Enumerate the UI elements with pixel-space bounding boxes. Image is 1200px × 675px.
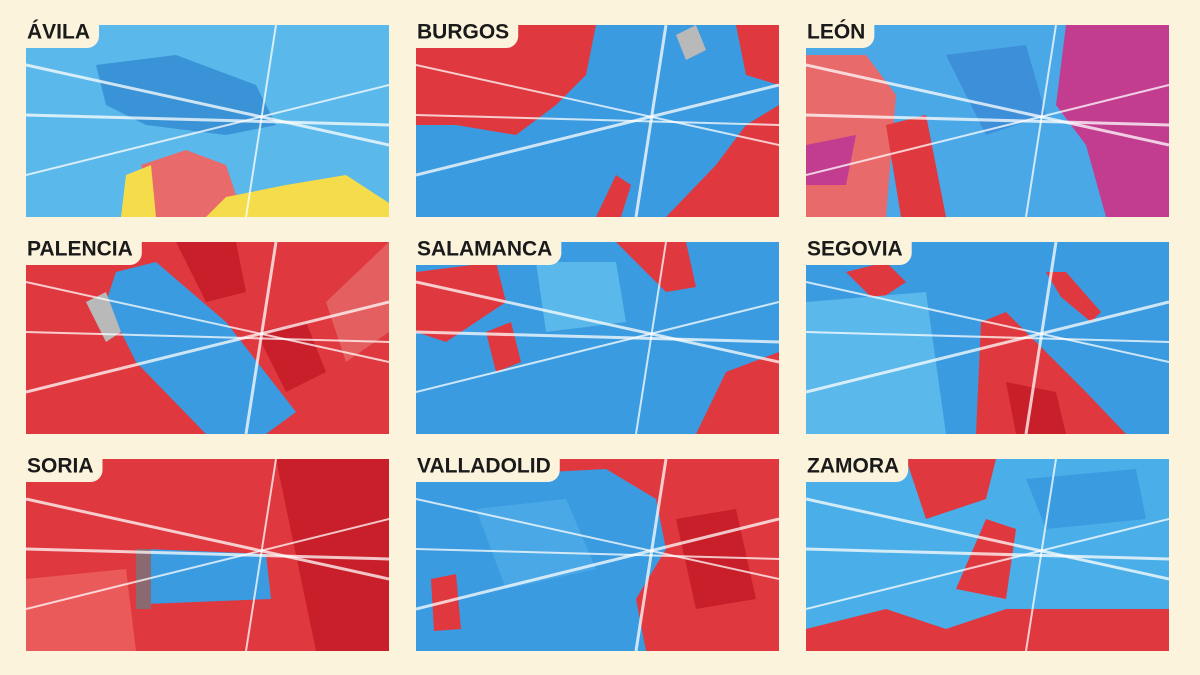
road (806, 331, 1169, 343)
road (416, 114, 779, 126)
district (806, 292, 946, 434)
label-tab (25, 458, 103, 482)
district (676, 509, 756, 609)
label-tab (25, 24, 99, 48)
road (416, 548, 779, 560)
road (806, 518, 1169, 610)
map-area (416, 25, 779, 217)
district (416, 25, 596, 135)
city-label: ZAMORA (807, 455, 899, 478)
district (86, 292, 121, 342)
road (26, 331, 389, 343)
city-map: PALENCIA (25, 238, 389, 434)
city-label: SEGOVIA (807, 238, 903, 261)
city-map: SEGOVIA (805, 238, 1169, 434)
label-tab (805, 24, 875, 48)
district (146, 549, 271, 604)
label-tab (415, 241, 562, 265)
label-tab (415, 458, 560, 482)
district (326, 242, 389, 362)
road (26, 113, 389, 127)
district (846, 262, 906, 302)
city-map: LEÓN (805, 20, 1169, 217)
district (96, 55, 276, 135)
road (806, 300, 1169, 394)
road (26, 281, 389, 363)
city-label: ÁVILA (27, 21, 90, 44)
label-tab (415, 24, 519, 48)
district (276, 459, 389, 651)
map-area (26, 242, 389, 434)
label-tab (805, 458, 909, 482)
road (416, 280, 779, 364)
district (176, 242, 246, 302)
label-tab (805, 241, 912, 265)
map-area (26, 459, 389, 651)
road (806, 84, 1169, 176)
district (616, 242, 696, 292)
district (476, 499, 596, 589)
road (806, 547, 1169, 561)
city-map: VALLADOLID (415, 455, 779, 651)
district (416, 262, 506, 342)
district (906, 459, 996, 519)
city-label: PALENCIA (27, 238, 133, 261)
city-map: ZAMORA (805, 455, 1169, 651)
map-area (26, 25, 389, 217)
road (806, 497, 1169, 581)
city-label: VALLADOLID (417, 455, 551, 478)
city-map: ÁVILA (25, 21, 389, 217)
road (26, 84, 389, 176)
road (26, 300, 389, 394)
district (886, 115, 946, 217)
district (141, 150, 236, 217)
district (956, 519, 1016, 599)
district (26, 569, 136, 651)
road (806, 63, 1169, 147)
map-area (416, 459, 779, 651)
city-map: BURGOS (415, 21, 779, 217)
road (416, 517, 779, 611)
road (26, 497, 389, 581)
district (1056, 25, 1169, 217)
district (1046, 272, 1101, 322)
map-area (806, 25, 1169, 217)
road (26, 63, 389, 147)
map-area (806, 242, 1169, 434)
city-map: SORIA (25, 455, 389, 651)
district (696, 352, 779, 434)
city-label: BURGOS (417, 21, 509, 44)
road (635, 242, 667, 434)
road (26, 518, 389, 610)
road (416, 83, 779, 177)
map-area (416, 242, 779, 434)
district (206, 175, 389, 217)
district (676, 25, 706, 60)
district (736, 25, 779, 85)
district (121, 165, 156, 217)
road (26, 547, 389, 561)
road (416, 301, 779, 393)
city-label: SORIA (27, 455, 94, 478)
city-label: LEÓN (807, 20, 865, 44)
road (416, 64, 779, 146)
district (806, 609, 1169, 651)
district (1026, 469, 1146, 529)
city-label: SALAMANCA (417, 238, 552, 261)
road (806, 281, 1169, 363)
map-area (806, 459, 1169, 651)
label-tab (25, 241, 142, 265)
district (1006, 382, 1066, 434)
city-map: SALAMANCA (415, 238, 779, 434)
road (416, 498, 779, 580)
district (536, 262, 626, 332)
district (596, 175, 631, 217)
district (666, 105, 779, 217)
road (806, 113, 1169, 127)
road (416, 330, 779, 344)
